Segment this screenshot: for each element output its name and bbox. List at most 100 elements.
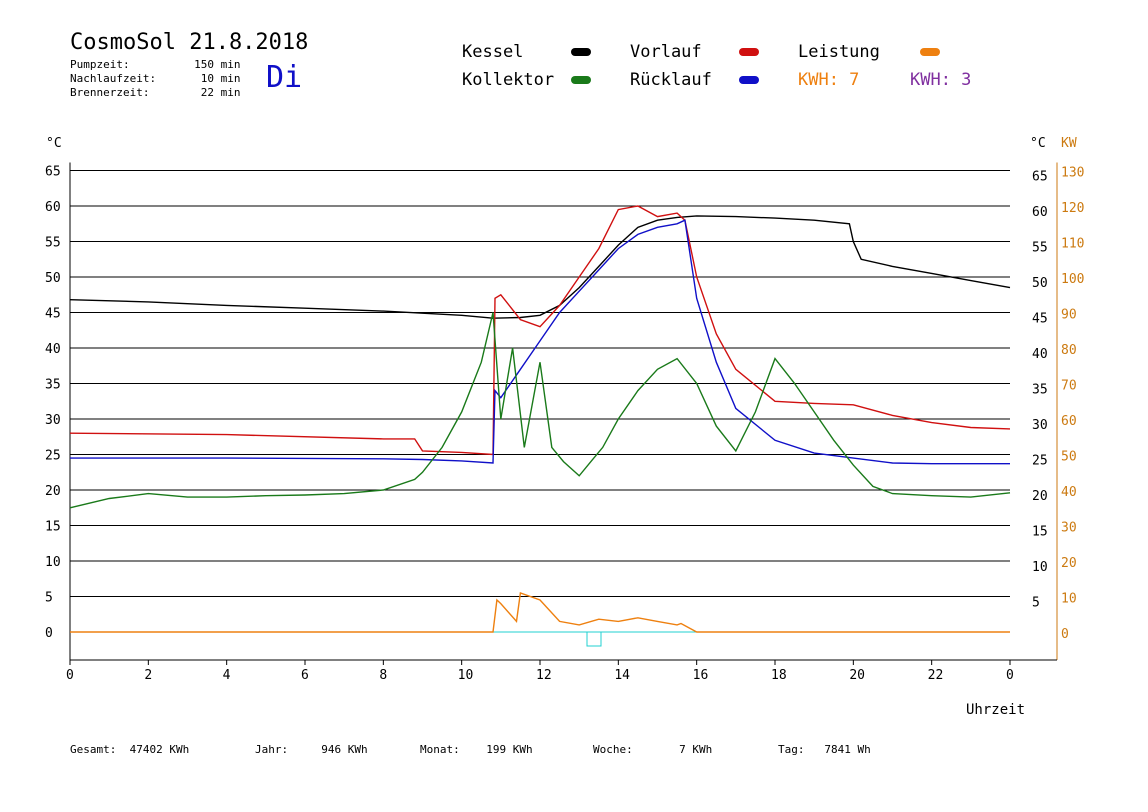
series-line-leistung bbox=[70, 592, 1010, 633]
x-tick-label: 0 bbox=[66, 668, 74, 683]
y-axis-label-left: °C bbox=[46, 136, 62, 151]
burner-time-value: 22 bbox=[200, 86, 214, 99]
x-tick-label: 0 bbox=[1006, 668, 1014, 683]
y-tick-label-kw: 30 bbox=[1061, 521, 1077, 536]
y-tick-label-kw: 20 bbox=[1061, 556, 1077, 571]
x-tick-label: 20 bbox=[849, 668, 865, 683]
legend-vorlauf-swatch bbox=[739, 48, 759, 56]
x-tick-label: 22 bbox=[928, 668, 944, 683]
y-tick-label-left: 20 bbox=[45, 484, 61, 499]
y-tick-label-kw: 60 bbox=[1061, 414, 1077, 429]
y-tick-label-left: 15 bbox=[45, 520, 61, 535]
stat-year-value: 946 KWh bbox=[321, 743, 368, 756]
y-tick-label-left: 35 bbox=[45, 378, 61, 393]
stat-day-label: Tag: bbox=[778, 743, 805, 756]
x-tick-label: 6 bbox=[301, 668, 309, 683]
stat-week-label: Woche: bbox=[593, 743, 633, 756]
burner-time-label: Brennerzeit: bbox=[70, 86, 150, 99]
y-tick-label-right: 5 bbox=[1032, 596, 1040, 611]
x-tick-label: 8 bbox=[379, 668, 387, 683]
chart-ticks: 0510152025303540455055606551015202530354… bbox=[45, 165, 1084, 684]
burner-time-unit: min bbox=[220, 86, 241, 99]
x-tick-label: 12 bbox=[536, 668, 552, 683]
after-run-row: Nachlaufzeit: 10 min bbox=[70, 72, 241, 85]
y-tick-label-left: 65 bbox=[45, 165, 61, 180]
y-tick-label-left: 60 bbox=[45, 200, 61, 215]
y-tick-label-kw: 70 bbox=[1061, 379, 1077, 394]
x-tick-label: 18 bbox=[771, 668, 787, 683]
y-tick-label-right: 15 bbox=[1032, 525, 1048, 540]
stat-month: Monat: 199 KWh bbox=[420, 743, 533, 756]
stat-year: Jahr: 946 KWh bbox=[255, 743, 368, 756]
y-tick-label-kw: 40 bbox=[1061, 485, 1077, 500]
y-tick-label-kw: 90 bbox=[1061, 308, 1077, 323]
stat-week-value: 7 KWh bbox=[679, 743, 713, 756]
y-tick-label-left: 30 bbox=[45, 413, 61, 428]
y-tick-label-right: 45 bbox=[1032, 312, 1048, 327]
legend-kwh-burner: KWH: 3 bbox=[910, 70, 972, 90]
y-tick-label-left: 25 bbox=[45, 449, 61, 464]
chart-axes bbox=[69, 162, 1058, 661]
chart-grid bbox=[70, 170, 1010, 597]
y-tick-label-left: 55 bbox=[45, 236, 61, 251]
y-tick-label-right: 20 bbox=[1032, 489, 1048, 504]
stat-total-value: 47402 KWh bbox=[129, 743, 190, 756]
y-tick-label-right: 55 bbox=[1032, 241, 1048, 256]
y-tick-label-left: 10 bbox=[45, 555, 61, 570]
legend-leistung: Leistung bbox=[798, 42, 880, 62]
after-run-value: 10 bbox=[200, 72, 214, 85]
legend-leistung-swatch bbox=[920, 48, 940, 56]
y-tick-label-kw: 130 bbox=[1061, 166, 1084, 181]
stat-month-value: 199 KWh bbox=[486, 743, 533, 756]
pump-time-label: Pumpzeit: bbox=[70, 58, 130, 71]
legend-kollektor: Kollektor bbox=[462, 70, 555, 90]
stat-total-label: Gesamt: bbox=[70, 743, 117, 756]
y-axis-label-right: °C bbox=[1030, 136, 1046, 151]
series-line-ruecklauf bbox=[70, 219, 1010, 465]
y-tick-label-right: 40 bbox=[1032, 347, 1048, 362]
x-axis-label: Uhrzeit bbox=[966, 702, 1025, 718]
stat-total: Gesamt: 47402 KWh bbox=[70, 743, 189, 756]
series-line-vorlauf bbox=[69, 205, 1011, 456]
pump-time-row: Pumpzeit: 150 min bbox=[70, 58, 241, 71]
legend-kessel: Kessel bbox=[462, 42, 524, 62]
y-tick-label-left: 50 bbox=[45, 271, 61, 286]
x-tick-label: 14 bbox=[614, 668, 630, 683]
x-tick-label: 10 bbox=[458, 668, 474, 683]
y-tick-label-kw: 0 bbox=[1061, 627, 1069, 642]
y-tick-label-kw: 100 bbox=[1061, 272, 1084, 287]
temperature-chart: 0510152025303540455055606551015202530354… bbox=[45, 136, 1084, 718]
x-tick-label: 16 bbox=[693, 668, 709, 683]
y-axis-label-kw: KW bbox=[1061, 136, 1077, 151]
y-tick-label-kw: 110 bbox=[1061, 237, 1084, 252]
x-tick-label: 4 bbox=[223, 668, 231, 683]
legend-kollektor-swatch bbox=[571, 76, 591, 84]
chart-title: CosmoSol 21.8.2018 bbox=[70, 30, 309, 55]
stat-month-label: Monat: bbox=[420, 743, 460, 756]
y-tick-label-kw: 10 bbox=[1061, 592, 1077, 607]
stat-day-value: 7841 Wh bbox=[824, 743, 871, 756]
legend-kessel-swatch bbox=[571, 48, 591, 56]
y-tick-label-kw: 50 bbox=[1061, 450, 1077, 465]
pump-time-value: 150 bbox=[194, 58, 214, 71]
y-tick-label-right: 10 bbox=[1032, 560, 1048, 575]
y-tick-label-left: 0 bbox=[45, 626, 53, 641]
burner-time-row: Brennerzeit: 22 min bbox=[70, 86, 241, 99]
stat-year-label: Jahr: bbox=[255, 743, 289, 756]
after-run-unit: min bbox=[220, 72, 241, 85]
y-tick-label-right: 50 bbox=[1032, 276, 1048, 291]
legend-vorlauf: Vorlauf bbox=[630, 42, 702, 62]
legend-ruecklauf: Rücklauf bbox=[630, 70, 712, 90]
y-tick-label-left: 40 bbox=[45, 342, 61, 357]
y-tick-label-left: 45 bbox=[45, 307, 61, 322]
stat-week: Woche: 7 KWh bbox=[593, 743, 712, 756]
pump-time-unit: min bbox=[220, 58, 241, 71]
legend-ruecklauf-swatch bbox=[739, 76, 759, 84]
y-tick-label-kw: 80 bbox=[1061, 343, 1077, 358]
weekday-label: Di bbox=[266, 60, 303, 95]
after-run-label: Nachlaufzeit: bbox=[70, 72, 157, 85]
y-tick-label-left: 5 bbox=[45, 591, 53, 606]
chart-series bbox=[69, 205, 1011, 633]
y-tick-label-right: 35 bbox=[1032, 383, 1048, 398]
y-tick-label-right: 60 bbox=[1032, 205, 1048, 220]
